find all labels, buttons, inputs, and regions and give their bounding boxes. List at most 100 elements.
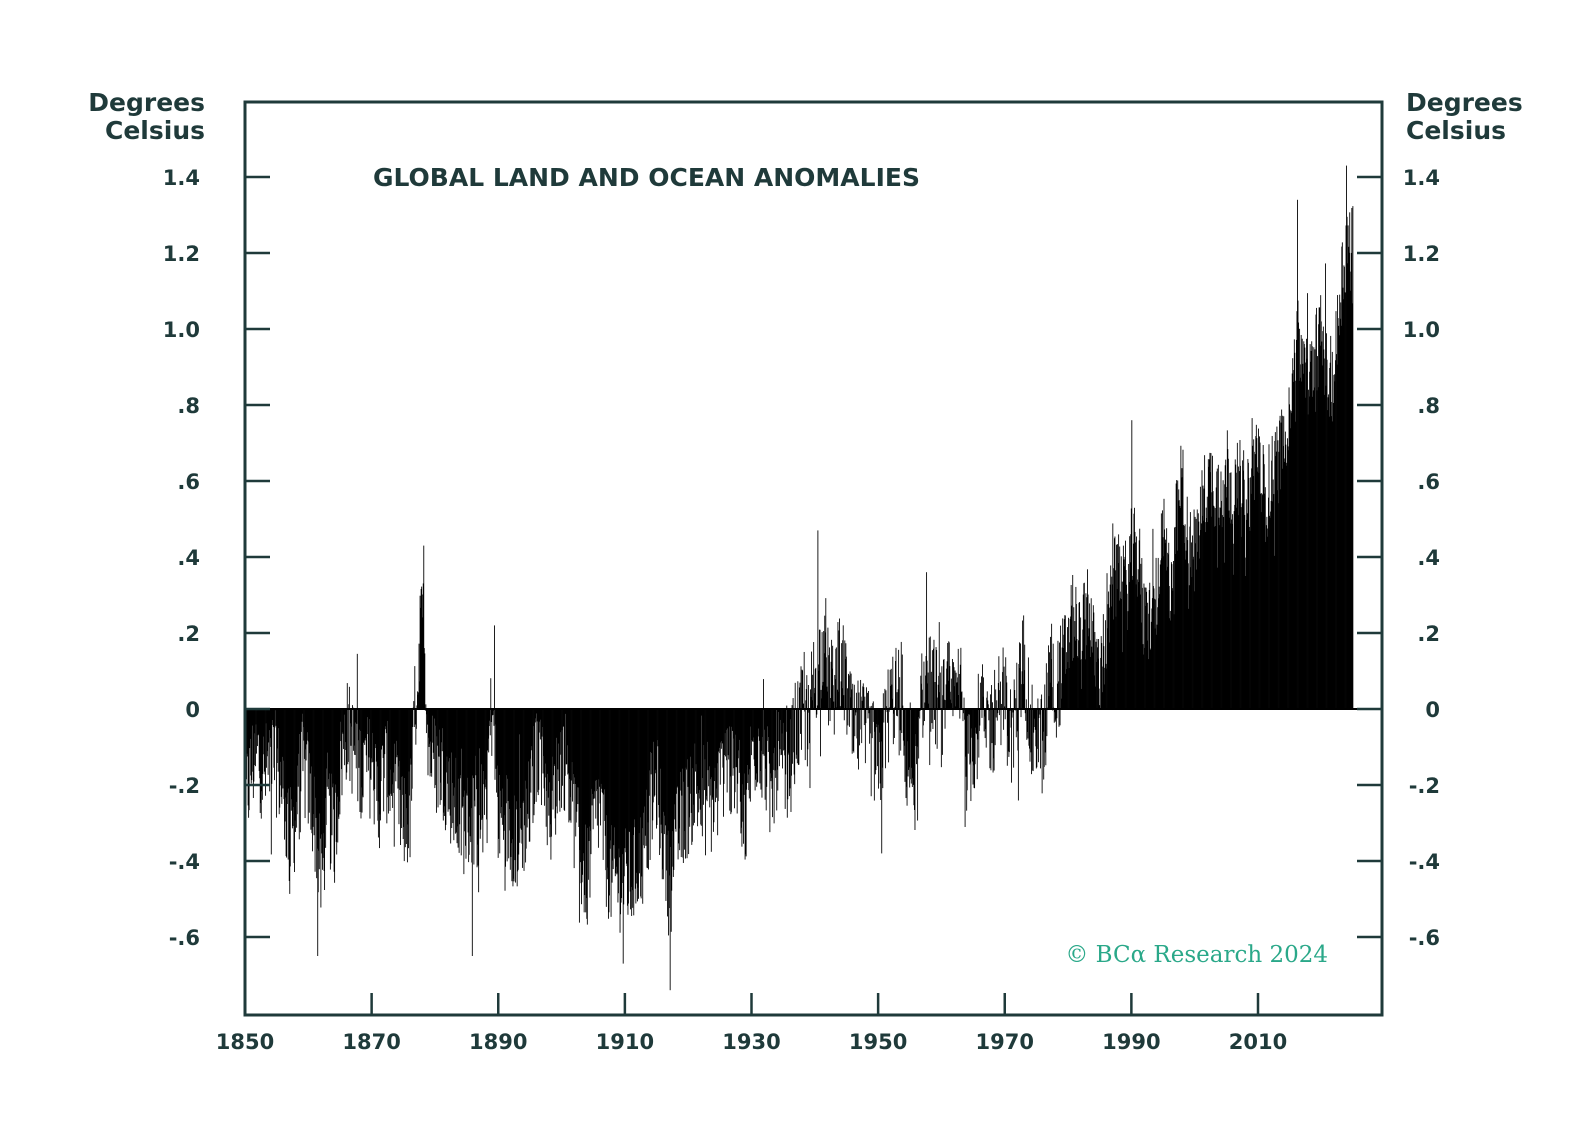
anomaly-bar — [792, 698, 794, 709]
anomaly-bar — [1270, 500, 1272, 709]
anomaly-bar — [381, 709, 382, 750]
anomaly-bar — [745, 709, 747, 855]
anomaly-bar — [530, 709, 532, 751]
anomaly-bar — [1207, 522, 1209, 709]
anomaly-bar — [529, 709, 531, 842]
anomaly-bar — [621, 709, 623, 855]
anomaly-bar — [313, 709, 314, 815]
anomaly-bar — [294, 709, 295, 872]
anomaly-bar — [309, 709, 311, 774]
anomaly-bar — [643, 709, 645, 849]
anomaly-bar — [1171, 564, 1173, 709]
anomaly-bar — [709, 709, 711, 808]
anomaly-bar — [461, 709, 463, 808]
anomaly-bar — [1008, 709, 1010, 753]
anomaly-bar — [776, 709, 778, 770]
anomaly-bar — [1146, 640, 1148, 709]
anomaly-bar — [1022, 683, 1024, 709]
anomaly-bar — [453, 709, 455, 841]
anomaly-bar — [659, 709, 661, 849]
anomaly-bar — [1310, 350, 1312, 709]
anomaly-bar — [1164, 529, 1165, 709]
anomaly-bar — [559, 709, 561, 812]
anomaly-bar — [1017, 709, 1019, 801]
anomaly-bar — [249, 709, 251, 739]
anomaly-bar — [1162, 537, 1164, 709]
anomaly-bar — [312, 709, 314, 827]
anomaly-bar — [676, 709, 678, 788]
anomaly-bar — [470, 709, 472, 843]
anomaly-bar — [258, 709, 260, 771]
anomaly-bar — [949, 666, 951, 709]
anomaly-bar — [820, 709, 821, 757]
anomaly-bar — [307, 709, 309, 824]
anomaly-bar — [318, 709, 320, 870]
anomaly-bar — [1019, 642, 1020, 709]
anomaly-bar — [1207, 459, 1209, 709]
anomaly-bar — [991, 685, 992, 709]
anomaly-bar — [1061, 647, 1063, 709]
anomaly-bar — [1178, 489, 1180, 709]
anomaly-bar — [1303, 344, 1305, 709]
anomaly-bar — [414, 709, 416, 725]
anomaly-bar — [1010, 709, 1012, 728]
anomaly-bar — [744, 709, 745, 774]
anomaly-bar — [274, 709, 275, 781]
anomaly-bar — [1049, 682, 1051, 709]
left-y-tick-label: .2 — [177, 622, 200, 646]
anomaly-bar — [751, 709, 753, 741]
anomaly-bar — [577, 709, 579, 805]
anomaly-bar — [845, 643, 847, 709]
anomaly-bar — [280, 709, 282, 797]
anomaly-bar — [759, 709, 761, 772]
anomaly-bar — [402, 709, 404, 840]
right-y-axis-title-line-1: Degrees — [1406, 88, 1523, 117]
anomaly-bar — [1125, 570, 1127, 709]
anomaly-bar — [647, 709, 648, 869]
anomaly-bar — [373, 709, 375, 825]
anomaly-bar — [865, 709, 867, 724]
anomaly-bar — [308, 709, 310, 742]
anomaly-bar — [686, 709, 687, 770]
anomaly-bar — [1161, 510, 1163, 709]
anomaly-bar — [922, 709, 924, 726]
anomaly-bar — [1188, 608, 1190, 709]
anomaly-bar — [1211, 492, 1213, 709]
anomaly-bar — [645, 709, 647, 790]
anomaly-bar — [456, 709, 457, 833]
anomaly-bar — [1227, 458, 1229, 709]
anomaly-bar — [465, 709, 467, 859]
anomaly-bar — [727, 709, 729, 729]
anomaly-bar — [1102, 692, 1104, 709]
anomaly-bar — [562, 709, 564, 727]
anomaly-bar — [450, 709, 452, 844]
anomaly-bar — [1112, 568, 1114, 709]
anomaly-bar — [523, 709, 525, 871]
anomaly-bar — [1204, 532, 1206, 709]
anomaly-bar — [1268, 497, 1269, 709]
anomaly-bar — [453, 709, 455, 808]
anomaly-bar — [1109, 584, 1111, 709]
anomaly-bar — [1252, 445, 1254, 709]
anomaly-bar — [438, 709, 440, 757]
anomaly-bar — [608, 709, 610, 913]
anomaly-bar — [1223, 516, 1225, 709]
anomaly-bar — [444, 709, 446, 807]
anomaly-bar — [1351, 303, 1353, 709]
anomaly-bar — [853, 684, 855, 709]
anomaly-bar — [685, 709, 687, 768]
anomaly-bar — [1291, 413, 1293, 709]
anomaly-bar — [551, 709, 552, 837]
anomaly-bar — [733, 709, 734, 739]
anomaly-bar — [1045, 709, 1047, 766]
anomaly-bar — [602, 709, 604, 860]
anomaly-bar — [677, 709, 678, 787]
anomaly-bar — [711, 709, 713, 778]
anomaly-bar — [392, 709, 394, 773]
anomaly-bar — [1331, 351, 1333, 709]
anomaly-bar — [521, 709, 523, 868]
anomaly-bar — [1349, 212, 1351, 709]
anomaly-bar — [762, 709, 763, 737]
anomaly-bar — [528, 709, 530, 842]
anomaly-bar — [998, 709, 1000, 716]
